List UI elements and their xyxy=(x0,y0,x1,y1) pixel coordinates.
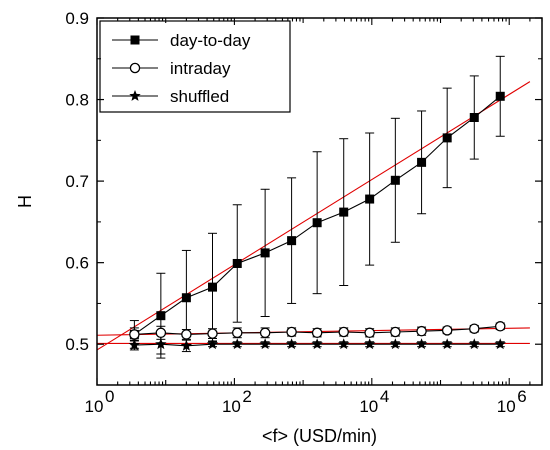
data-point-shuffled xyxy=(389,338,402,350)
data-point-intraday xyxy=(259,327,271,339)
data-point-intraday xyxy=(390,326,401,338)
data-point-day-to-day xyxy=(339,207,349,217)
data-point-day-to-day xyxy=(390,175,400,185)
legend-marker-shuffled xyxy=(129,90,141,101)
data-point-intraday xyxy=(494,321,506,332)
plot-frame xyxy=(96,17,543,386)
legend-label-day-to-day: day-to-day xyxy=(170,31,251,50)
fit-lines xyxy=(96,81,531,351)
legend-label-intraday: intraday xyxy=(170,59,231,78)
data-point-shuffled xyxy=(338,338,350,350)
data-point-shuffled xyxy=(206,338,219,350)
data-point-day-to-day xyxy=(232,258,242,268)
data-point-day-to-day xyxy=(287,236,297,246)
data-point-day-to-day xyxy=(208,282,218,292)
data-point-intraday xyxy=(286,326,297,338)
data-point-shuffled xyxy=(415,338,428,350)
y-tick-label: 0.9 xyxy=(65,9,89,28)
series-markers xyxy=(128,91,506,351)
data-point-shuffled xyxy=(494,338,506,350)
data-point-shuffled xyxy=(441,338,453,350)
x-tick-exponent: 2 xyxy=(242,387,251,406)
legend-label-shuffled: shuffled xyxy=(170,87,229,106)
data-point-shuffled xyxy=(128,339,141,350)
data-point-day-to-day xyxy=(442,133,452,143)
data-point-intraday xyxy=(129,329,140,340)
x-tick-label: 10 xyxy=(359,397,378,416)
x-tick-label: 10 xyxy=(497,397,516,416)
data-point-shuffled xyxy=(180,339,193,351)
data-point-shuffled xyxy=(468,338,480,350)
fit-line-day-to-day xyxy=(96,81,531,351)
data-point-intraday xyxy=(155,327,167,339)
legend-marker-day-to-day xyxy=(130,35,140,45)
y-tick-label: 0.5 xyxy=(65,335,89,354)
data-point-day-to-day xyxy=(469,112,479,122)
x-tick-exponent: 4 xyxy=(380,387,389,406)
x-axis-title: <f> (USD/min) xyxy=(262,426,377,446)
y-axis: 0.5 0.6 0.7 0.8 0.9 xyxy=(65,9,542,386)
x-tick-exponent: 6 xyxy=(517,387,526,406)
data-point-day-to-day xyxy=(181,293,191,303)
data-point-shuffled xyxy=(285,338,298,350)
data-point-shuffled xyxy=(259,338,271,350)
y-tick-label: 0.8 xyxy=(65,91,89,110)
y-tick-label: 0.7 xyxy=(65,172,89,191)
data-point-intraday xyxy=(181,329,192,340)
x-tick-label: 10 xyxy=(85,397,104,416)
data-point-intraday xyxy=(364,327,375,339)
legend: day-to-day intraday shuffled xyxy=(99,20,291,113)
data-point-day-to-day xyxy=(365,194,375,204)
x-tick-label: 10 xyxy=(222,397,241,416)
data-point-day-to-day xyxy=(417,157,427,167)
data-point-intraday xyxy=(338,326,349,338)
data-point-day-to-day xyxy=(156,311,166,321)
data-point-intraday xyxy=(441,325,453,336)
legend-marker-intraday xyxy=(129,62,141,74)
x-tick-exponent: 0 xyxy=(105,387,114,406)
data-point-day-to-day xyxy=(312,218,322,228)
data-point-intraday xyxy=(311,327,323,339)
data-point-day-to-day xyxy=(260,248,270,258)
y-tick-label: 0.6 xyxy=(65,254,89,273)
data-point-intraday xyxy=(232,327,243,339)
y-axis-title: H xyxy=(15,195,35,208)
data-point-day-to-day xyxy=(495,91,505,101)
data-point-intraday xyxy=(416,325,427,337)
data-point-shuffled xyxy=(311,338,323,350)
data-point-shuffled xyxy=(363,338,376,350)
data-point-shuffled xyxy=(155,338,167,350)
data-point-intraday xyxy=(469,323,480,334)
data-point-shuffled xyxy=(231,338,243,350)
data-point-intraday xyxy=(207,328,218,339)
